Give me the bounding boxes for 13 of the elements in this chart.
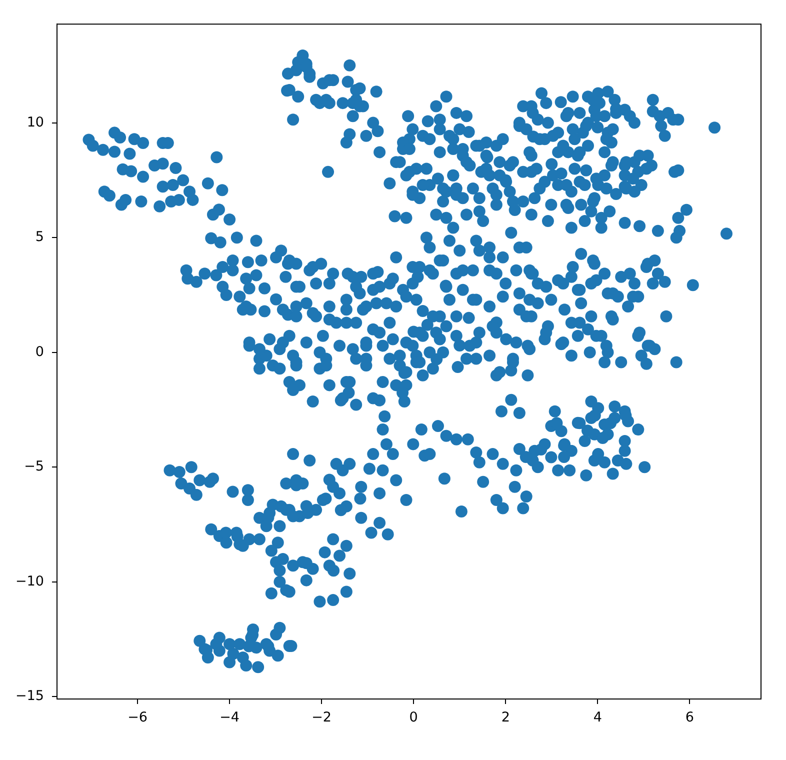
- x-tick-label: 6: [685, 710, 694, 726]
- x-tick-label: 4: [593, 710, 602, 726]
- x-tick-label: −4: [220, 710, 240, 726]
- y-tick-label: −5: [24, 458, 44, 475]
- y-tick-label: 0: [35, 344, 44, 360]
- y-tick-label: −15: [16, 688, 44, 704]
- x-tick-label: −2: [312, 710, 332, 726]
- y-tick-label: 5: [35, 229, 44, 246]
- x-tick-label: 2: [501, 710, 510, 726]
- x-tick-label: 0: [409, 710, 418, 726]
- y-tick-label: −10: [16, 573, 44, 590]
- y-tick-label: 10: [26, 114, 44, 130]
- x-tick-label: −6: [128, 710, 148, 726]
